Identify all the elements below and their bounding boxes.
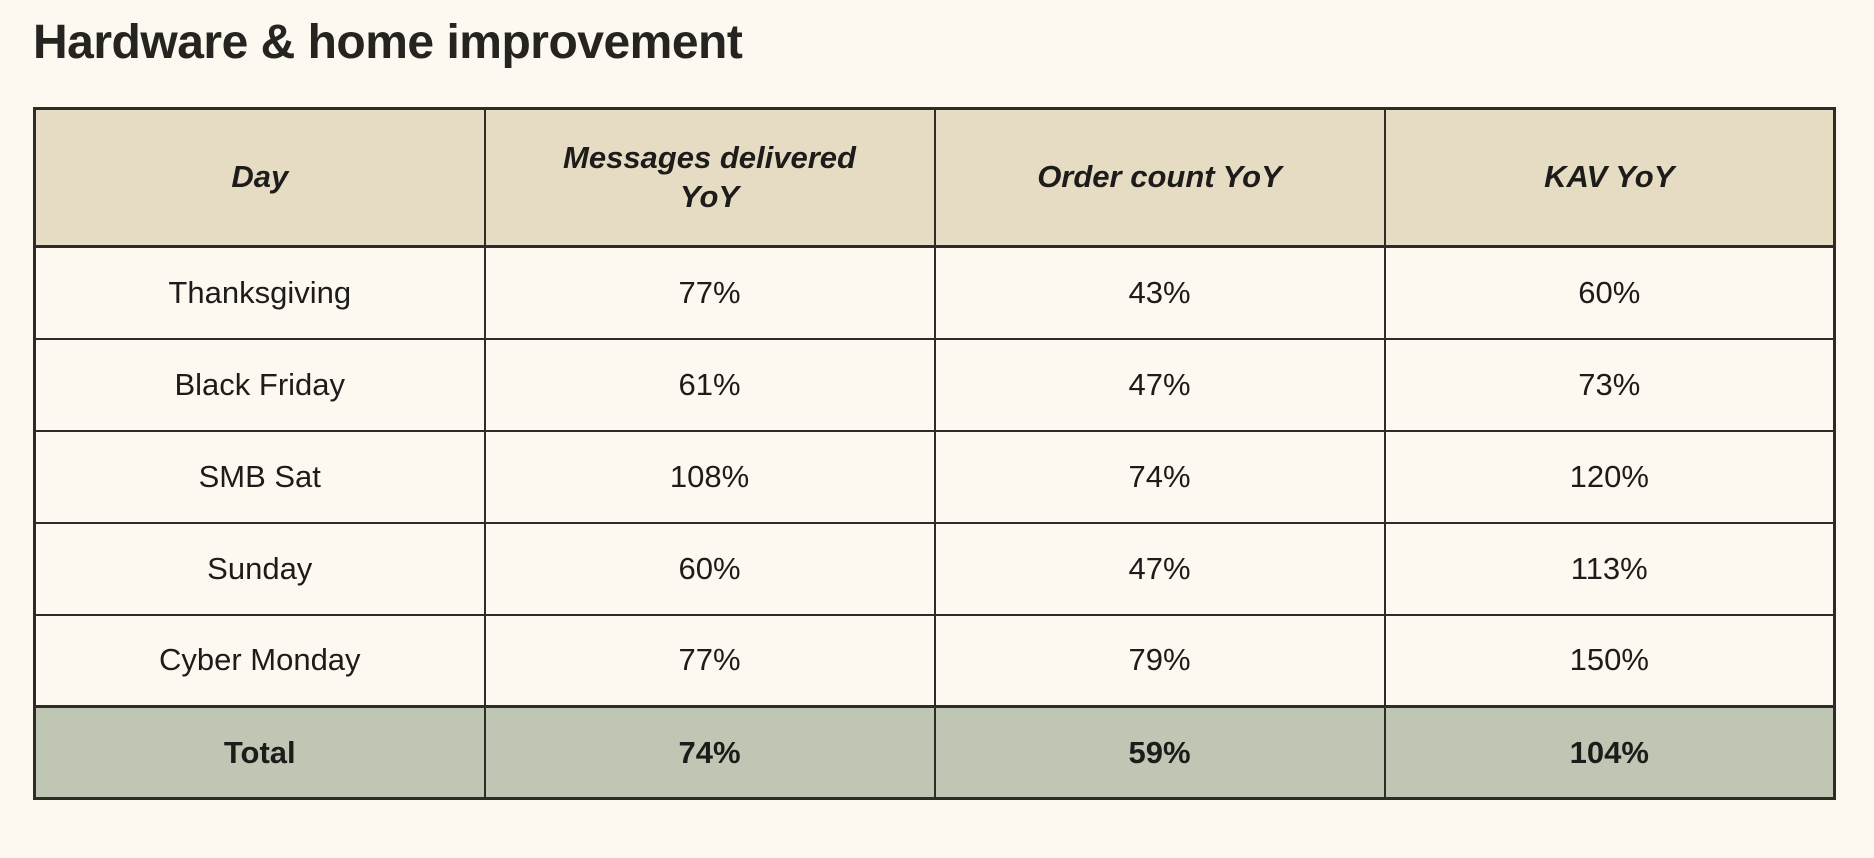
total-row: Total 74% 59% 104% (33, 705, 1836, 800)
day-cell: Sunday (33, 521, 486, 616)
table-row-smb-sat: SMB Sat 108% 74% 120% (33, 429, 1836, 524)
messages-delivered-cell: 77% (483, 613, 936, 708)
column-header-kav-yoy: KAV YoY (1383, 107, 1836, 248)
messages-delivered-cell: 61% (483, 337, 936, 432)
table-row-thanksgiving: Thanksgiving 77% 43% 60% (33, 245, 1836, 340)
table-row-black-friday: Black Friday 61% 47% 73% (33, 337, 1836, 432)
kav-cell: 113% (1383, 521, 1836, 616)
order-count-cell: 79% (933, 613, 1386, 708)
page-title: Hardware & home improvement (33, 16, 743, 69)
order-count-cell: 47% (933, 337, 1386, 432)
hardware-home-improvement-table: Day Messages delivered YoY Order count Y… (33, 107, 1836, 800)
messages-delivered-cell: 108% (483, 429, 936, 524)
total-kav-cell: 104% (1383, 705, 1836, 800)
messages-delivered-cell: 77% (483, 245, 936, 340)
kav-cell: 73% (1383, 337, 1836, 432)
column-header-order-count-yoy: Order count YoY (933, 107, 1386, 248)
order-count-cell: 74% (933, 429, 1386, 524)
column-header-messages-delivered-yoy: Messages delivered YoY (483, 107, 936, 248)
day-cell: Cyber Monday (33, 613, 486, 708)
order-count-cell: 47% (933, 521, 1386, 616)
day-cell: SMB Sat (33, 429, 486, 524)
kav-cell: 150% (1383, 613, 1836, 708)
table-row-cyber-monday: Cyber Monday 77% 79% 150% (33, 613, 1836, 708)
page: Hardware & home improvement Day Messages… (33, 16, 1836, 800)
total-label-cell: Total (33, 705, 486, 800)
kav-cell: 120% (1383, 429, 1836, 524)
column-header-day: Day (33, 107, 486, 248)
table-body: Thanksgiving 77% 43% 60% Black Friday 61… (33, 245, 1836, 800)
table-header: Day Messages delivered YoY Order count Y… (33, 107, 1836, 248)
table-row-sunday: Sunday 60% 47% 113% (33, 521, 1836, 616)
day-cell: Thanksgiving (33, 245, 486, 340)
day-cell: Black Friday (33, 337, 486, 432)
header-row: Day Messages delivered YoY Order count Y… (33, 107, 1836, 248)
order-count-cell: 43% (933, 245, 1386, 340)
total-order-count-cell: 59% (933, 705, 1386, 800)
kav-cell: 60% (1383, 245, 1836, 340)
messages-delivered-cell: 60% (483, 521, 936, 616)
total-messages-delivered-cell: 74% (483, 705, 936, 800)
